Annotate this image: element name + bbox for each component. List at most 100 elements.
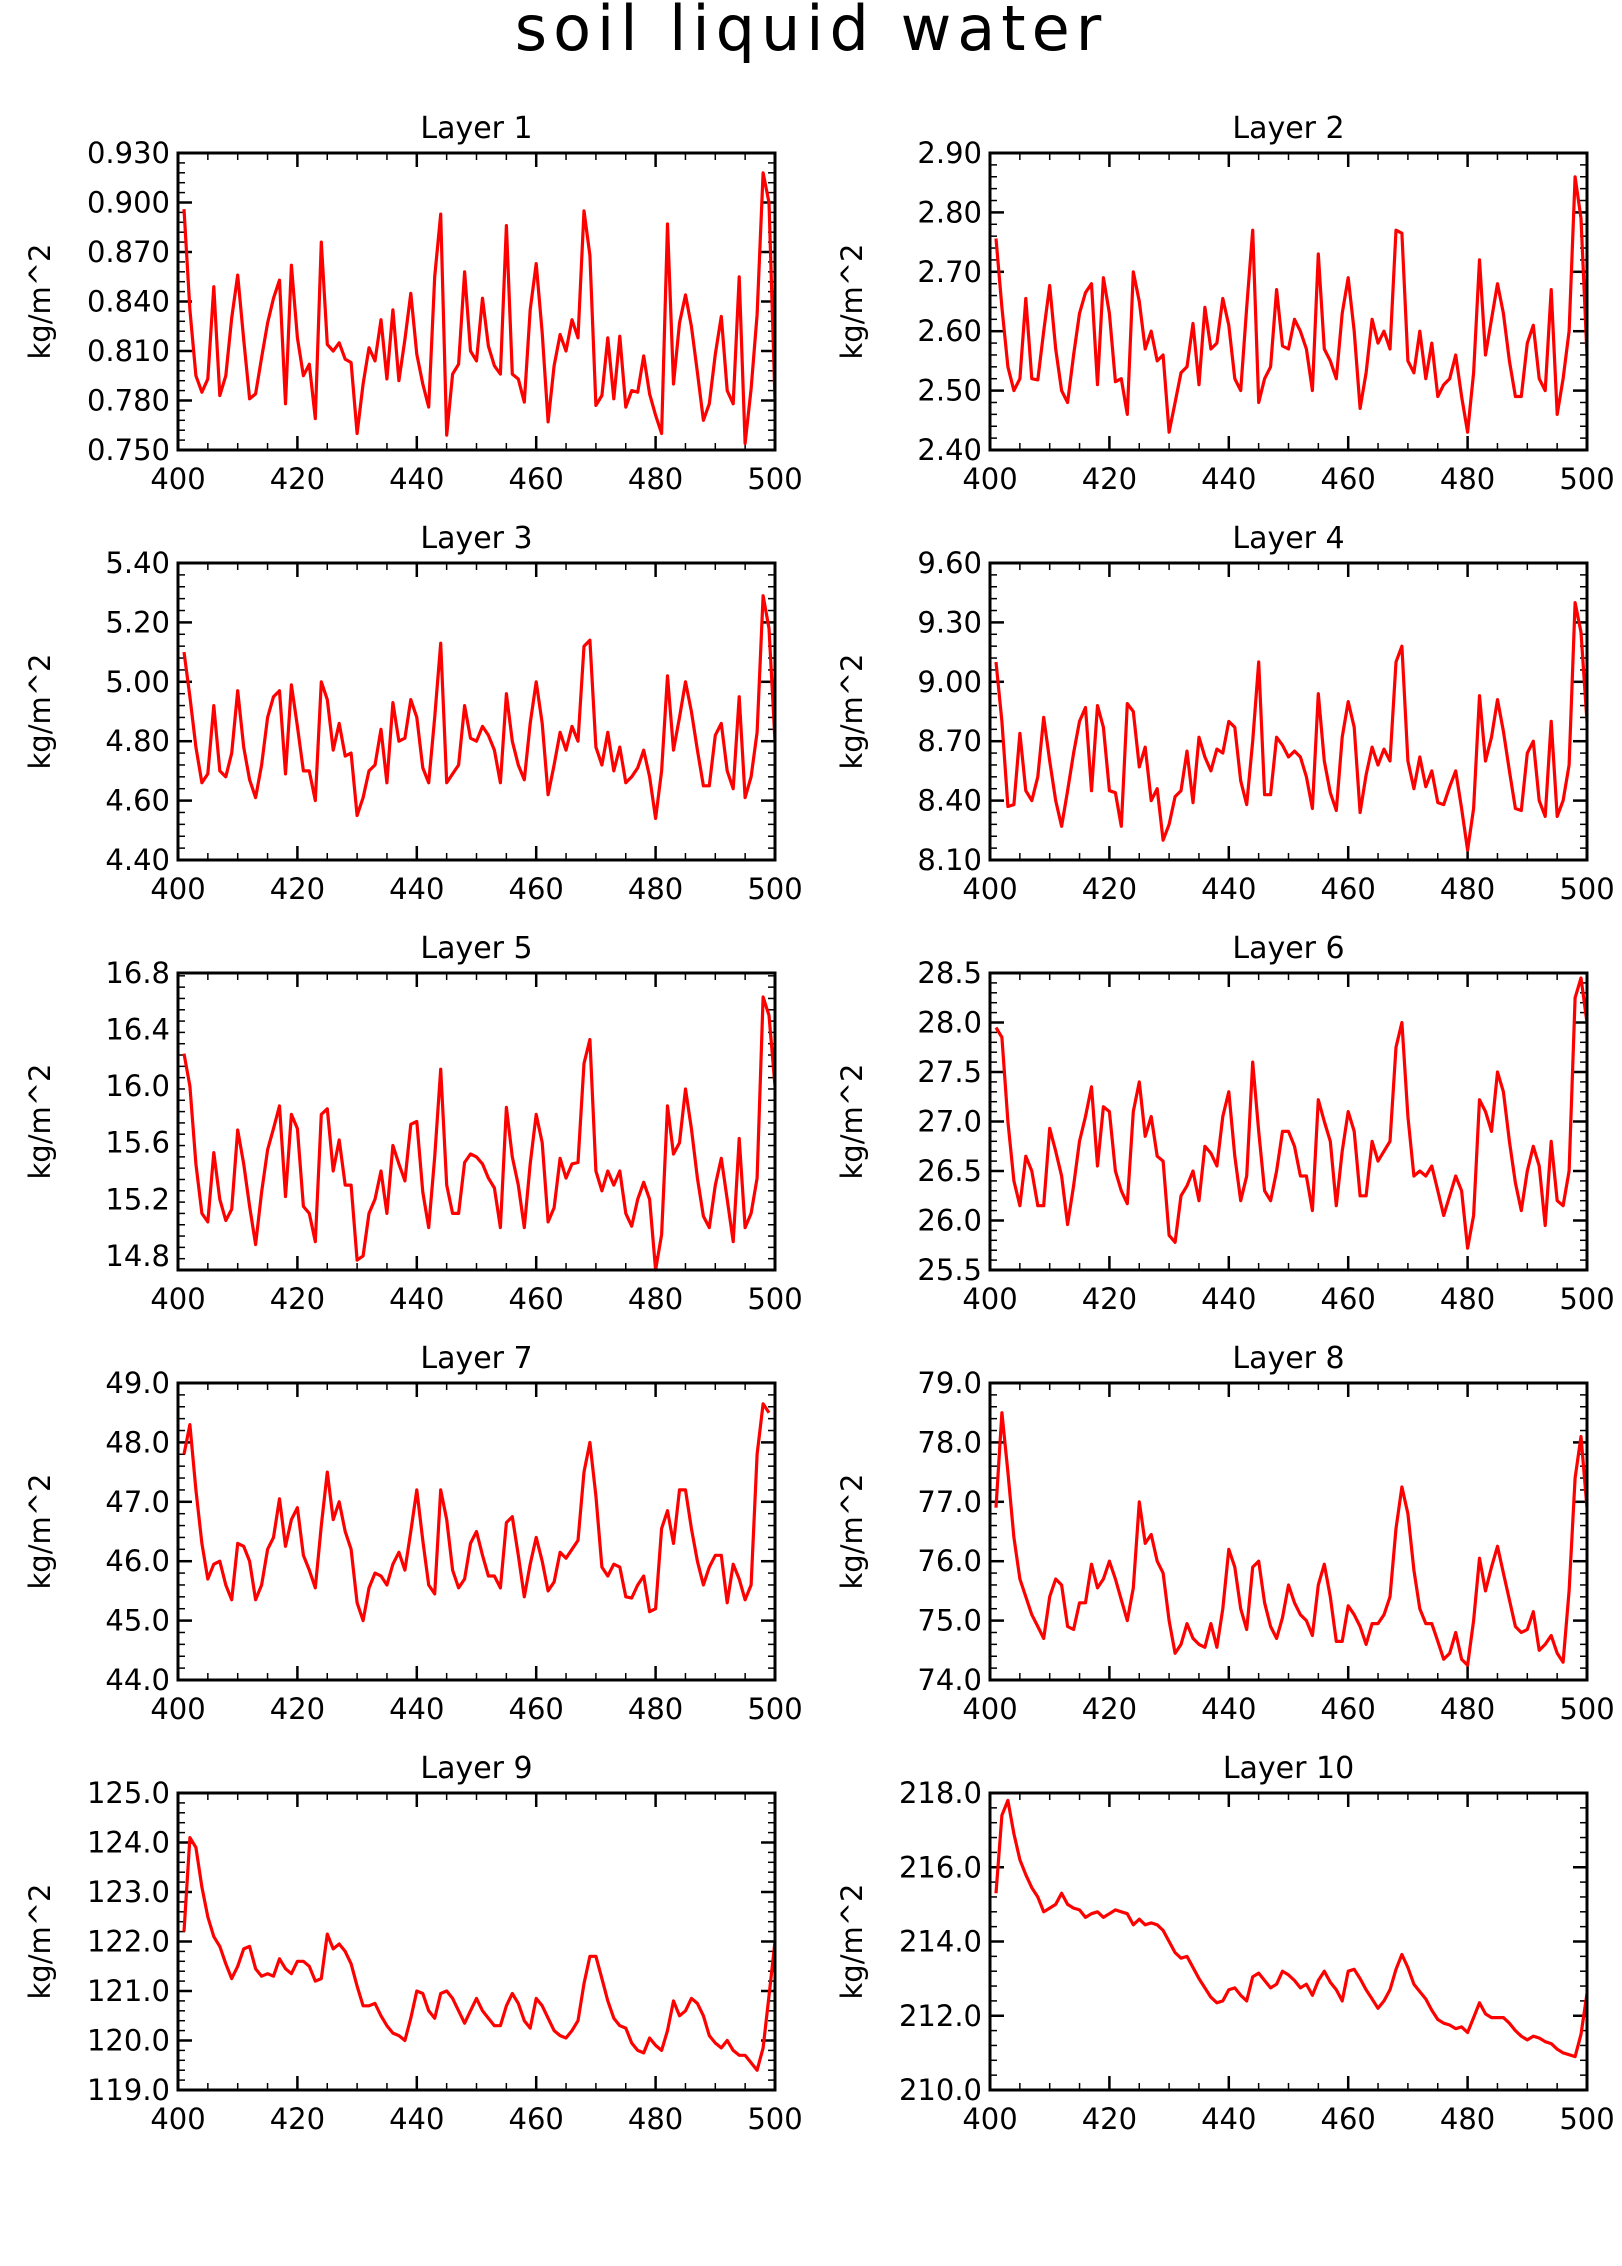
x-tick-label: 480: [628, 1692, 683, 1726]
plot-frame: [988, 561, 1589, 862]
y-tick-label: 75.0: [917, 1604, 982, 1638]
y-tick-label: 5.40: [105, 546, 170, 580]
x-tick-label: 420: [270, 1692, 325, 1726]
y-tick-label: 0.810: [87, 334, 170, 368]
x-tick-label: 480: [1440, 2102, 1495, 2136]
y-tick-label: 27.5: [917, 1055, 982, 1089]
y-tick-label: 47.0: [105, 1485, 170, 1519]
x-tick-label: 500: [747, 462, 802, 496]
x-tick-label: 400: [150, 1282, 205, 1316]
y-tick-label: 122.0: [87, 1925, 170, 1959]
y-tick-label: 2.50: [917, 374, 982, 408]
plot-frame: [176, 1791, 777, 2092]
x-tick-label: 440: [1201, 2102, 1256, 2136]
series-line: [182, 594, 777, 821]
y-tick-label: 9.60: [917, 546, 982, 580]
series-line: [994, 175, 1589, 434]
y-tick-label: 78.0: [917, 1425, 982, 1459]
y-tick-label: 79.0: [917, 1366, 982, 1400]
plot-frame: [988, 1791, 1589, 2092]
series-line: [994, 1411, 1589, 1667]
y-tick-label: 8.40: [917, 784, 982, 818]
y-tick-label: 2.60: [917, 314, 982, 348]
panel-title: Layer 1: [420, 111, 532, 146]
x-tick-label: 400: [150, 2102, 205, 2136]
x-tick-label: 500: [1559, 872, 1614, 906]
panel-title: Layer 6: [1232, 931, 1344, 966]
x-tick-label: 420: [270, 462, 325, 496]
y-tick-label: 28.0: [917, 1006, 982, 1040]
y-axis-label: kg/m^2: [835, 244, 869, 360]
y-tick-label: 49.0: [105, 1366, 170, 1400]
y-tick-label: 77.0: [917, 1485, 982, 1519]
y-tick-label: 15.6: [105, 1126, 170, 1160]
plot-frame: [988, 1381, 1589, 1682]
y-axis-label: kg/m^2: [23, 1474, 57, 1590]
panel-layer-5: Layer 5 kg/m^2 400 420 440 460 480 500 14.8 15.2 1…: [23, 931, 803, 1316]
plot-frame: [176, 1381, 777, 1682]
y-tick-label: 125.0: [87, 1776, 170, 1810]
x-tick-label: 440: [1201, 1692, 1256, 1726]
y-tick-label: 124.0: [87, 1826, 170, 1860]
series-line: [182, 171, 777, 445]
y-tick-label: 0.780: [87, 384, 170, 418]
y-tick-label: 0.870: [87, 235, 170, 269]
x-tick-label: 460: [1321, 1692, 1376, 1726]
panel-layer-8: Layer 8 kg/m^2 400 420 440 460 480 500 74.0 75.0 7…: [835, 1341, 1615, 1726]
x-tick-label: 460: [509, 872, 564, 906]
x-tick-label: 440: [389, 1282, 444, 1316]
x-tick-label: 500: [747, 2102, 802, 2136]
x-tick-label: 400: [962, 2102, 1017, 2136]
panel-layer-6: Layer 6 kg/m^2 400 420 440 460 480 500 25.5 26.0 2…: [835, 931, 1615, 1316]
y-tick-label: 16.8: [105, 956, 170, 990]
y-tick-label: 2.70: [917, 255, 982, 289]
y-tick-label: 2.90: [917, 136, 982, 170]
x-tick-label: 400: [150, 462, 205, 496]
plot-frame: [176, 561, 777, 862]
y-tick-label: 15.2: [105, 1182, 170, 1216]
plot-frame: [176, 971, 777, 1272]
x-tick-label: 440: [389, 1692, 444, 1726]
y-axis-label: kg/m^2: [23, 654, 57, 770]
x-tick-label: 480: [1440, 462, 1495, 496]
series-line: [182, 995, 777, 1272]
y-tick-label: 119.0: [87, 2073, 170, 2107]
y-tick-label: 9.30: [917, 605, 982, 639]
plot-frame: [988, 971, 1589, 1272]
x-tick-label: 440: [389, 872, 444, 906]
y-tick-label: 9.00: [917, 665, 982, 699]
x-tick-label: 420: [1082, 2102, 1137, 2136]
x-tick-label: 460: [1321, 1282, 1376, 1316]
y-tick-label: 46.0: [105, 1544, 170, 1578]
x-tick-label: 440: [1201, 1282, 1256, 1316]
y-tick-label: 214.0: [899, 1925, 982, 1959]
y-axis-label: kg/m^2: [835, 654, 869, 770]
plot-frame: [176, 151, 777, 452]
y-tick-label: 218.0: [899, 1776, 982, 1810]
x-tick-label: 500: [1559, 462, 1614, 496]
series-line: [994, 976, 1589, 1250]
y-tick-label: 26.0: [917, 1204, 982, 1238]
y-tick-label: 45.0: [105, 1604, 170, 1638]
x-tick-label: 400: [962, 1282, 1017, 1316]
y-tick-label: 25.5: [917, 1253, 982, 1287]
x-tick-label: 460: [509, 1692, 564, 1726]
y-tick-label: 16.0: [105, 1069, 170, 1103]
y-tick-label: 123.0: [87, 1875, 170, 1909]
x-tick-label: 400: [962, 462, 1017, 496]
panel-layer-2: Layer 2 kg/m^2 400 420 440 460 480 500 2.40 2.50 2…: [835, 111, 1615, 496]
y-tick-label: 120.0: [87, 2024, 170, 2058]
y-tick-label: 0.750: [87, 433, 170, 467]
y-tick-label: 48.0: [105, 1425, 170, 1459]
panel-title: Layer 4: [1232, 521, 1344, 556]
panels-container: Layer 1 kg/m^2 400 420 440 460 480 500 0.750 0.78…: [23, 111, 1615, 2136]
x-tick-label: 420: [270, 2102, 325, 2136]
series-line: [182, 1402, 771, 1623]
panel-layer-4: Layer 4 kg/m^2 400 420 440 460 480 500 8.10 8.40 8…: [835, 521, 1615, 906]
y-tick-label: 2.40: [917, 433, 982, 467]
y-axis-label: kg/m^2: [23, 1884, 57, 2000]
y-tick-label: 5.20: [105, 605, 170, 639]
x-tick-label: 440: [389, 462, 444, 496]
figure-title: soil liquid water: [515, 0, 1107, 65]
panel-layer-9: Layer 9 kg/m^2 400 420 440 460 480 500 119.0 120.…: [23, 1751, 803, 2136]
